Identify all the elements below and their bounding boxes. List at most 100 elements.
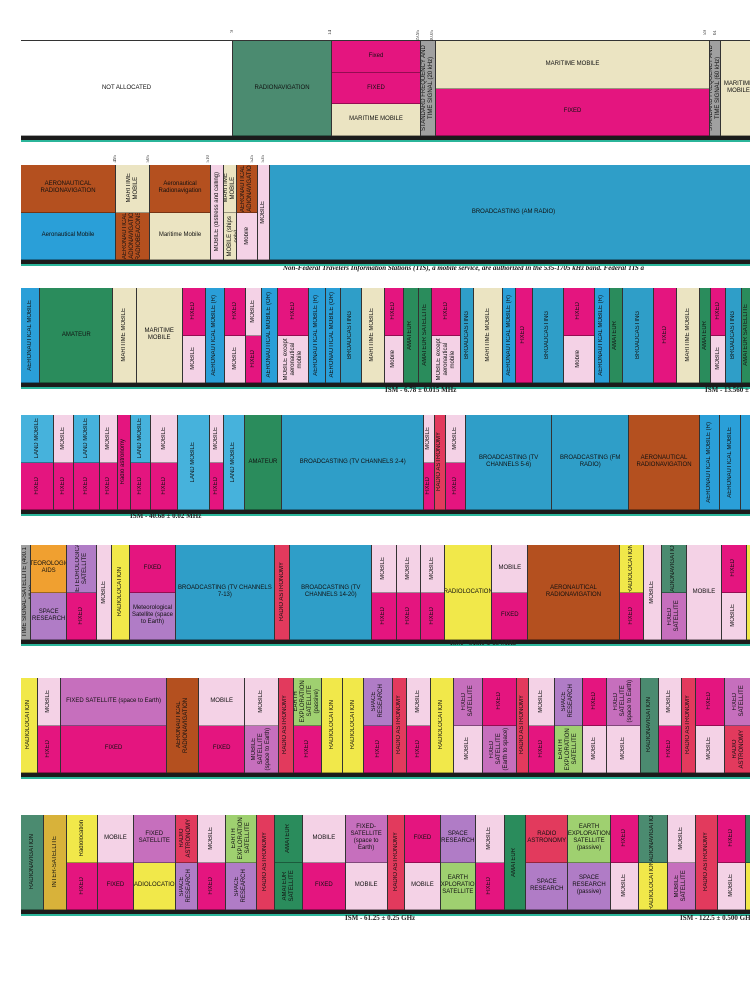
allocation-label: MOBILE bbox=[312, 834, 336, 841]
allocation: MOBILE bbox=[424, 415, 434, 463]
band-column: BROADCASTING (TV CHANNELS 5-6) bbox=[465, 415, 553, 510]
allocation: FIXED bbox=[197, 862, 225, 910]
allocation: MARITIME MOBILE bbox=[224, 165, 236, 213]
allocation: Fixed bbox=[332, 41, 420, 73]
band-column: RADIO ASTRONOMY bbox=[516, 678, 530, 773]
allocation-label: FIXED bbox=[442, 302, 449, 321]
band-column: RADIO ASTRONOMY bbox=[387, 815, 406, 910]
band-column: AERONAUTICAL MOBILE (OR) bbox=[325, 288, 341, 383]
allocation-label: MARITIME MOBILE bbox=[684, 308, 691, 362]
band-column: AERONAUTICAL MOBILE bbox=[21, 288, 41, 383]
allocation-label: EARTH EXPLORATION SATELLITE bbox=[557, 727, 578, 770]
allocation: SPACE RESEARCH bbox=[31, 592, 67, 640]
allocation-label: MOBILE bbox=[714, 347, 721, 371]
allocation: AERONAUTICAL RADIONAVIGATION bbox=[21, 165, 115, 213]
allocation: STANDARD FREQUENCY AND TIME SIGNAL-SATEL… bbox=[21, 545, 31, 640]
band-column: AERONAUTICAL MOBILE (R) bbox=[503, 288, 517, 383]
band-column: MARITIME MOBILE bbox=[361, 288, 385, 383]
allocation-label: RADIOLOCATION bbox=[349, 700, 356, 750]
band-column: RADIONAVIGATION bbox=[21, 815, 44, 910]
allocation-label: RADIOLOCATION bbox=[25, 700, 32, 750]
allocation-label: RADIO ASTRONOMY bbox=[702, 832, 709, 892]
allocation: FIXED bbox=[384, 288, 403, 336]
allocation-label: AERONAUTICAL MOBILE bbox=[26, 299, 33, 371]
allocation: SPACE RESEARCH bbox=[554, 678, 583, 726]
allocation-label: FIXED bbox=[404, 606, 411, 625]
allocation-label: NOT ALLOCATED bbox=[101, 84, 152, 91]
allocation: LAND MOBILE bbox=[224, 415, 244, 510]
allocation: MOBILE bbox=[98, 815, 133, 863]
allocation: AERONAUTICAL MOBILE bbox=[720, 415, 740, 510]
band-column: AMATEUR bbox=[504, 815, 527, 910]
allocation: FIXED bbox=[722, 545, 746, 593]
allocation-label: MOBILE bbox=[692, 588, 716, 595]
frequency-tick: 20.05 bbox=[430, 30, 435, 42]
allocation-label: MOBILE (distress and calling) bbox=[213, 172, 220, 252]
allocation: Mobile bbox=[384, 335, 403, 383]
allocation-label: BROADCASTING (TV CHANNELS 2-4) bbox=[299, 458, 406, 465]
allocation: MARITIME MOBILE bbox=[721, 41, 750, 136]
band-column: RADIO ASTRONOMY SPACE RESEARCH bbox=[526, 815, 569, 910]
allocation: FIXED bbox=[658, 725, 681, 773]
allocation: FIXED bbox=[420, 592, 444, 640]
allocation: RADIO ASTRONOMY bbox=[387, 815, 405, 910]
allocation-label: AMATEUR bbox=[407, 320, 414, 350]
allocation: FIXED bbox=[396, 592, 420, 640]
allocation-label: FIXED bbox=[486, 876, 493, 895]
allocation-label: MARITIME MOBILE bbox=[369, 308, 376, 362]
allocation: AMATEUR SATELLITE bbox=[274, 862, 303, 910]
allocation-label: FIXED bbox=[661, 326, 668, 344]
band-column: FIXED Mobile bbox=[384, 288, 404, 383]
allocation: FIXED bbox=[199, 725, 244, 773]
allocation: FIXED bbox=[492, 592, 528, 640]
band-column: AMATEURRADIOLOCATION bbox=[746, 815, 750, 910]
band-column: MOBILE FIXED bbox=[445, 415, 466, 510]
band-row: STANDARD FREQUENCY AND TIME SIGNAL-SATEL… bbox=[21, 545, 750, 644]
allocation-label: MOBILE bbox=[706, 737, 713, 761]
allocation-label: SPACE RESEARCH bbox=[530, 878, 564, 892]
allocation: AMATEUR bbox=[746, 815, 750, 863]
band-column: SPACE RESEARCH FIXED bbox=[364, 678, 394, 773]
allocation-label: MOBILE bbox=[104, 834, 127, 841]
band-column: AMATEUR AMATEUR SATELLITE bbox=[274, 815, 304, 910]
allocation-label: BROADCASTING (FM RADIO) bbox=[560, 455, 621, 468]
band-column: METEOROLOGICAL AIDS SPACE RESEARCH bbox=[31, 545, 68, 640]
allocation: FIXED bbox=[278, 288, 309, 336]
allocation: FIXED bbox=[654, 288, 677, 383]
allocation-label: FIXED bbox=[45, 739, 52, 758]
allocation-label: FIXED bbox=[563, 108, 582, 115]
allocation: MOBILE bbox=[345, 862, 387, 910]
allocation: MOBILE (distress and calling) bbox=[211, 165, 223, 260]
allocation: RADIO ASTRONOMY bbox=[696, 815, 717, 910]
allocation: MARITIME MOBILE bbox=[436, 41, 709, 89]
allocation: MOBILE bbox=[199, 678, 244, 726]
allocation-label: MARITIME MOBILE bbox=[349, 116, 403, 123]
allocation-label: EARTH EXPLORATION SATELLITE (passive) bbox=[293, 680, 321, 723]
band-row: NOT ALLOCATED RADIONAVIGATION Fixed FIXED MA… bbox=[21, 40, 750, 140]
band-column: AERONAUTICAL RADIONAVIGATION bbox=[167, 678, 200, 773]
allocation: EARTH EXPLORATION SATELLITE bbox=[554, 725, 583, 773]
band-column: MOBILE FIXED bbox=[372, 545, 397, 640]
band-column: MARITIME MOBILE bbox=[474, 288, 504, 383]
allocation: RADIOLOCATION bbox=[444, 545, 492, 640]
allocation: MOBILE bbox=[37, 678, 60, 726]
allocation-label: RADIO ASTRONOMY bbox=[527, 831, 567, 845]
allocation: RADIO ASTRONOMY bbox=[516, 678, 529, 773]
band-column: FIXED SATELLITE (space to Earth) MOBILE bbox=[606, 678, 641, 773]
allocation-label: LAND MOBILE bbox=[137, 418, 144, 459]
allocation-label: AERONAUTICAL RADIONAVIGATION bbox=[240, 165, 253, 213]
allocation: FIXED bbox=[332, 72, 420, 105]
allocation: RADIOLOCATION bbox=[112, 545, 130, 640]
band-column: STANDARD FREQUENCY AND TIME SIGNAL-SATEL… bbox=[21, 545, 32, 640]
allocation: MOBILE bbox=[225, 335, 246, 383]
allocation-label: FIXED SATELLITE (space to Earth) bbox=[66, 697, 161, 704]
band-row: AERONAUTICAL MOBILE AMATEUR MARITIME MOBIL… bbox=[21, 288, 750, 387]
allocation-label: FIXED bbox=[83, 476, 90, 495]
band-column: BROADCASTING (TV CHANNELS 2-4) bbox=[282, 415, 425, 510]
allocation-label: RADIO ASTRONOMY bbox=[396, 695, 403, 755]
allocation-label: SPACE RESEARCH bbox=[32, 608, 66, 622]
band-column: EARTH EXPLORATION SATELLITE (passive) SPA… bbox=[568, 815, 611, 910]
band-column: FIXED MOBILE bbox=[583, 678, 607, 773]
allocation-label: FIXED bbox=[78, 606, 85, 625]
allocation: BROADCASTING (TV CHANNELS 5-6) bbox=[465, 415, 552, 510]
